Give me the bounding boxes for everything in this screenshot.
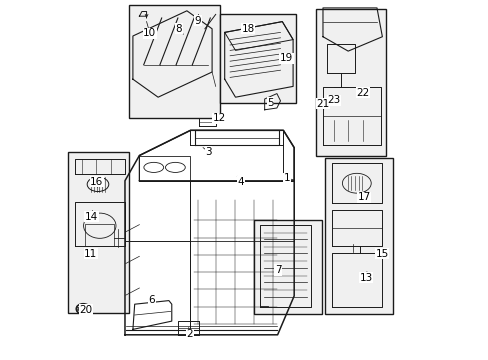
Text: 17: 17 <box>357 192 370 202</box>
Text: 6: 6 <box>148 294 155 305</box>
Text: 4: 4 <box>237 177 244 187</box>
Text: 10: 10 <box>143 28 156 38</box>
Text: 22: 22 <box>356 88 369 98</box>
Text: 5: 5 <box>266 98 273 108</box>
Text: 3: 3 <box>205 147 211 157</box>
Bar <box>68 152 128 313</box>
Text: 19: 19 <box>280 53 293 63</box>
Text: 8: 8 <box>175 24 182 34</box>
Text: 2: 2 <box>186 329 193 339</box>
Bar <box>253 220 321 314</box>
Text: 15: 15 <box>375 249 388 259</box>
Bar <box>325 158 392 314</box>
Text: 7: 7 <box>274 265 281 275</box>
Text: 21: 21 <box>316 99 329 109</box>
Text: 20: 20 <box>80 305 92 315</box>
Bar <box>316 9 385 156</box>
Text: 13: 13 <box>359 273 372 283</box>
Text: 12: 12 <box>212 113 225 123</box>
Bar <box>128 5 220 118</box>
Bar <box>220 14 295 103</box>
Text: 9: 9 <box>194 16 201 26</box>
Text: 23: 23 <box>326 95 340 105</box>
Text: 11: 11 <box>84 249 97 259</box>
Text: 14: 14 <box>85 212 98 222</box>
Text: 16: 16 <box>90 177 103 187</box>
Text: 1: 1 <box>283 173 290 183</box>
Text: 18: 18 <box>241 24 254 34</box>
